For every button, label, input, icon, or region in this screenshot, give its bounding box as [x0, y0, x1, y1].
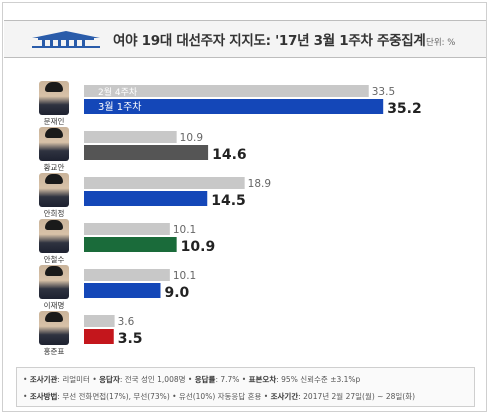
series-label-prev: 2월 4주차: [98, 86, 138, 98]
bar-current-week: [84, 191, 208, 206]
bar-prev-week: [84, 177, 245, 189]
footer-label: 조사기관: [29, 375, 58, 384]
candidate-photo: [39, 265, 69, 299]
value-label-prev: 10.1: [173, 224, 196, 236]
candidate-portrait: 홍준표: [34, 311, 74, 357]
blue-house-logo: [32, 31, 100, 48]
candidate-photo: [39, 81, 69, 115]
candidate-portrait: 안철수: [34, 219, 74, 265]
value-label-current: 9.0: [165, 285, 190, 301]
bar-prev-week: [84, 85, 369, 97]
value-label-current: 3.5: [118, 331, 143, 347]
footer-value: 무선 전화면접(17%), 무선(73%) • 유선(10%) 자동응답 혼용: [62, 392, 262, 401]
candidate-photo: [39, 219, 69, 253]
candidate-name: 홍준표: [43, 347, 65, 356]
survey-info-line-1: • 조사기관: 리얼미터 • 응답자: 전국 성인 1,008명 • 응답률: …: [23, 375, 361, 384]
footer-value: 7.7%: [220, 375, 240, 384]
footer-label: 응답률: [194, 375, 216, 384]
survey-info-line-2: • 조사방법: 무선 전화면접(17%), 무선(73%) • 유선(10%) …: [23, 392, 416, 401]
candidate-name: 문재인: [43, 117, 65, 126]
candidate-photo: [39, 311, 69, 345]
bar-current-week: [84, 329, 114, 344]
bar-prev-week: [84, 223, 170, 235]
candidate-name: 황교안: [43, 163, 65, 172]
value-label-prev: 3.6: [118, 316, 135, 328]
candidate-portrait: 황교안: [34, 127, 74, 173]
footer-value: 95% 신뢰수준 ±3.1%p: [281, 375, 361, 384]
candidate-photo: [39, 127, 69, 161]
footer-label: 조사방법: [29, 392, 58, 401]
bar-prev-week: [84, 315, 115, 327]
candidate-name: 이재명: [43, 301, 65, 310]
bar-current-week: [84, 237, 177, 252]
value-label-current: 14.6: [212, 147, 247, 163]
footer-value: 전국 성인 1,008명: [124, 375, 186, 384]
chart-title: 여야 19대 대선주자 지지도: '17년 3월 1주차 주중집계: [113, 33, 426, 49]
value-label-prev: 10.9: [180, 132, 203, 144]
candidate-name: 안희정: [43, 209, 65, 218]
candidate-portrait: 안희정: [34, 173, 74, 219]
value-label-prev: 18.9: [248, 178, 271, 190]
bar-current-week: [84, 283, 161, 298]
value-label-current: 10.9: [181, 239, 216, 255]
bar-prev-week: [84, 269, 170, 281]
candidate-portrait: 문재인: [34, 81, 74, 127]
candidate-photo: [39, 173, 69, 207]
value-label-prev: 10.1: [173, 270, 196, 282]
footer-label: 응답자: [99, 375, 120, 384]
bar-prev-week: [84, 131, 177, 143]
series-label-current: 3월 1주차: [98, 101, 142, 113]
footer-label: 조사기간: [270, 392, 299, 401]
value-label-current: 35.2: [387, 101, 422, 117]
unit-label: 단위: %: [426, 38, 456, 48]
footer-value: 2017년 2월 27일(월) ~ 28일(화): [303, 392, 416, 401]
survey-info-box: • 조사기관: 리얼미터 • 응답자: 전국 성인 1,008명 • 응답률: …: [16, 367, 475, 407]
footer-label: 표본오차: [248, 375, 277, 384]
candidate-portrait: 이재명: [34, 265, 74, 311]
bar-current-week: [84, 145, 209, 160]
footer-value: 리얼미터: [62, 375, 90, 384]
bar-current-week: [84, 99, 384, 114]
value-label-current: 14.5: [211, 193, 246, 209]
candidate-name: 안철수: [43, 255, 65, 264]
infographic-frame: [2, 2, 487, 412]
value-label-prev: 33.5: [372, 86, 395, 98]
